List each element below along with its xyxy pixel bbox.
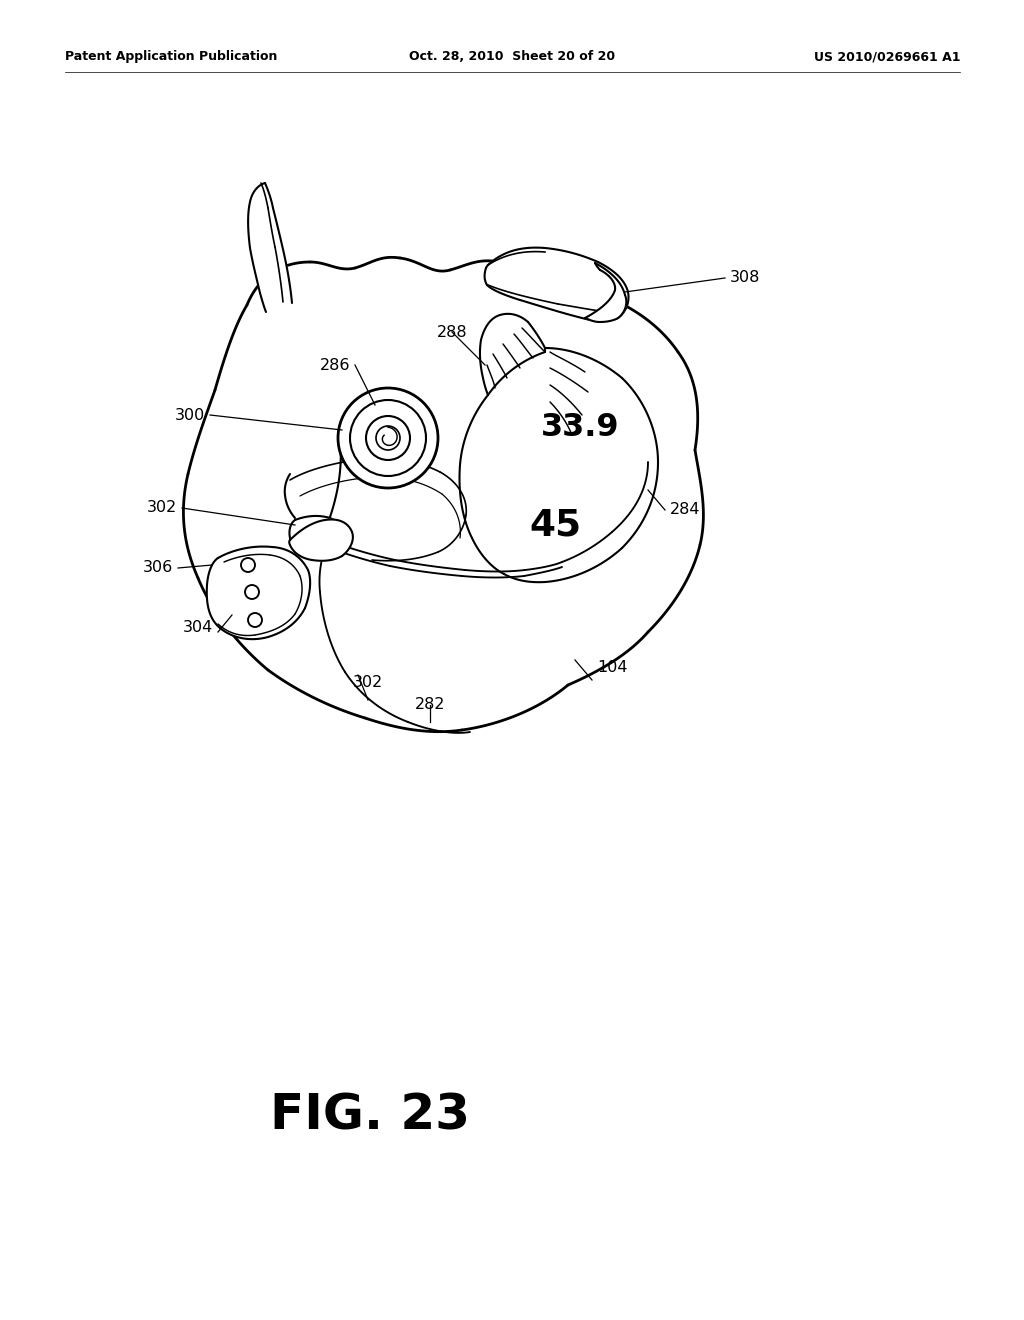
Text: 284: 284: [670, 503, 700, 517]
Text: 308: 308: [730, 271, 761, 285]
Circle shape: [350, 400, 426, 477]
Text: 302: 302: [353, 675, 383, 690]
Text: 45: 45: [529, 507, 581, 543]
Text: 33.9: 33.9: [541, 412, 620, 444]
Text: 304: 304: [182, 619, 213, 635]
Circle shape: [248, 612, 262, 627]
Circle shape: [241, 558, 255, 572]
Polygon shape: [585, 263, 627, 322]
Circle shape: [366, 416, 410, 459]
Text: 306: 306: [142, 561, 173, 576]
Text: 300: 300: [175, 408, 205, 422]
Polygon shape: [484, 248, 629, 321]
Text: US 2010/0269661 A1: US 2010/0269661 A1: [813, 50, 961, 63]
Polygon shape: [480, 314, 545, 395]
Text: Oct. 28, 2010  Sheet 20 of 20: Oct. 28, 2010 Sheet 20 of 20: [409, 50, 615, 63]
Circle shape: [245, 585, 259, 599]
Circle shape: [338, 388, 438, 488]
Polygon shape: [460, 348, 658, 582]
Polygon shape: [183, 257, 703, 731]
Circle shape: [376, 426, 400, 450]
Polygon shape: [289, 520, 353, 561]
Text: 286: 286: [319, 358, 350, 372]
Polygon shape: [290, 516, 343, 554]
Text: FIG. 23: FIG. 23: [270, 1092, 470, 1139]
Text: 302: 302: [146, 500, 177, 516]
Polygon shape: [248, 183, 292, 312]
Text: Patent Application Publication: Patent Application Publication: [65, 50, 278, 63]
Text: 288: 288: [436, 325, 467, 341]
Polygon shape: [207, 546, 310, 639]
Text: 282: 282: [415, 697, 445, 711]
Text: 104: 104: [597, 660, 628, 675]
